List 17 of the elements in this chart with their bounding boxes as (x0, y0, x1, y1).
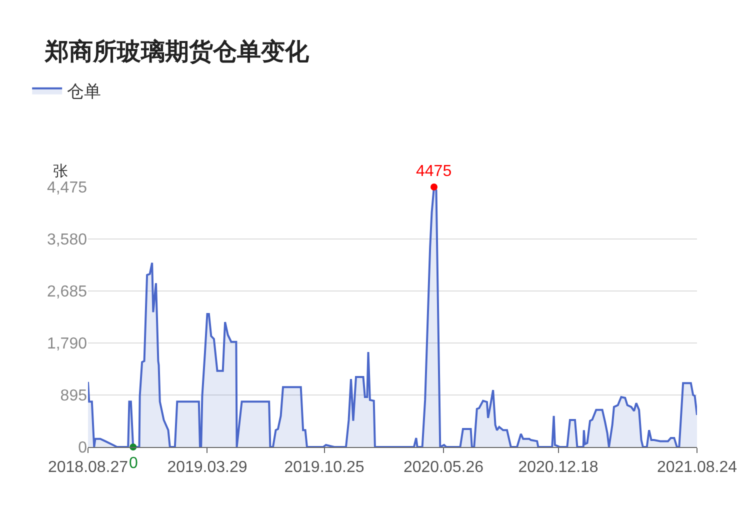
y-tick-label: 3,580 (46, 232, 88, 249)
legend-label: 仓单 (67, 82, 102, 101)
y-axis-title: 张 (53, 163, 68, 180)
annotation: 4475 (416, 163, 452, 180)
annotation: 0 (129, 455, 138, 472)
y-tick-label: 0 (78, 440, 88, 457)
x-tick-label: 2020.12.18 (518, 459, 598, 476)
chart-title: 郑商所玻璃期货仓单变化 (44, 38, 310, 66)
y-tick-label: 2,685 (46, 284, 88, 301)
x-tick-label: 2021.08.24 (656, 459, 738, 476)
x-tick-label: 2018.08.27 (48, 459, 128, 476)
y-tick-label: 1,790 (46, 336, 88, 353)
x-tick-label: 2019.10.25 (284, 459, 364, 476)
y-tick-label: 4,475 (46, 180, 88, 197)
y-tick-label: 895 (60, 388, 88, 405)
x-tick-label: 2020.05.26 (403, 459, 484, 476)
x-tick-label: 2019.03.29 (167, 459, 248, 476)
